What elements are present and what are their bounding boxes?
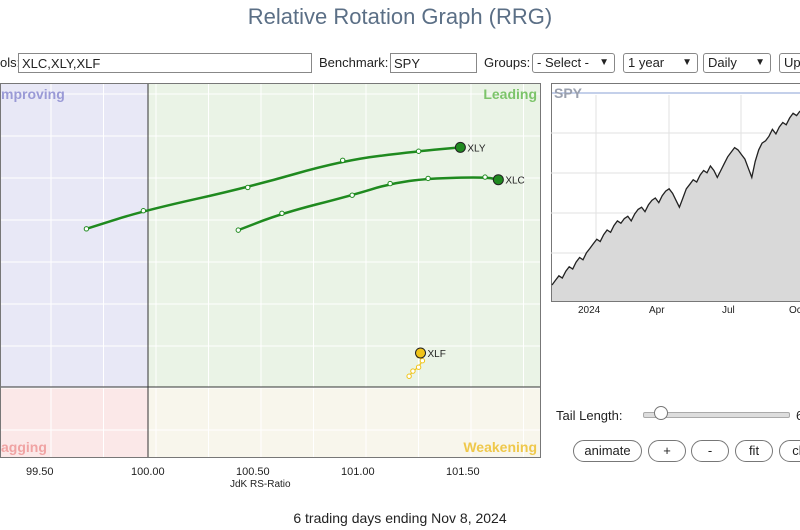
animate-button[interactable]: animate (573, 440, 642, 462)
rrg-plot: XLY XLC XLF (1, 84, 540, 457)
point-head-xlc[interactable] (492, 174, 504, 186)
groups-select[interactable]: - Select - ▼ (532, 53, 615, 73)
point-xly (140, 208, 147, 214)
page-title: Relative Rotation Graph (RRG) (247, 4, 553, 29)
fit-button[interactable]: fit (735, 440, 773, 462)
point-xlf (415, 364, 422, 370)
point-xlf (410, 368, 416, 374)
benchmark-x-tick: 2024 (578, 305, 601, 316)
update-button[interactable]: Up (779, 53, 800, 73)
point-xly (339, 157, 346, 163)
quadrant-label-lagging: agging (1, 439, 47, 455)
benchmark-chart: SPY 2024 Apr Jul Oc (551, 83, 800, 323)
point-xlc (482, 174, 488, 180)
symbols-label: ols: (0, 55, 21, 70)
series-label-xlc: XLC (505, 176, 524, 187)
point-xlc (349, 192, 355, 198)
quadrant-weakening (148, 387, 540, 457)
benchmark-price-line (551, 110, 800, 286)
quadrant-label-weakening: Weakening (463, 439, 537, 455)
point-xlf (419, 358, 426, 364)
benchmark-x-tick: Oc (789, 305, 800, 316)
point-xlc (279, 210, 285, 217)
point-xly (83, 226, 90, 232)
x-tick-label: 101.50 (446, 466, 480, 478)
groups-label: Groups: (484, 55, 531, 70)
quadrant-leading (148, 84, 540, 387)
tails: XLY XLC XLF (83, 141, 525, 379)
quadrant-label-improving: mproving (1, 86, 65, 102)
point-xlc (425, 175, 431, 182)
gridlines (1, 84, 540, 457)
benchmark-plot (551, 83, 800, 302)
clear-button[interactable]: cl (779, 440, 800, 462)
benchmark-symbol-label: SPY (554, 85, 583, 101)
x-tick-label: 100.50 (236, 466, 270, 478)
benchmark-price-area (552, 111, 800, 301)
tail-length-slider[interactable] (643, 412, 790, 418)
benchmark-x-tick: Jul (722, 305, 735, 316)
quadrant-improving (1, 84, 148, 387)
tail-xly (86, 146, 461, 231)
symbols-input[interactable]: XLC,XLY,XLF (18, 53, 312, 73)
period-select-value: 1 year (628, 55, 665, 70)
tail-length-label: Tail Length: (556, 408, 623, 423)
frequency-select[interactable]: Daily ▼ (703, 53, 771, 73)
chevron-down-icon: ▼ (755, 57, 765, 68)
frequency-select-value: Daily (708, 55, 737, 70)
period-select[interactable]: 1 year ▼ (623, 53, 698, 73)
x-axis-label: JdK RS-Ratio (230, 479, 291, 490)
point-xlc (235, 227, 241, 233)
benchmark-input[interactable]: SPY (390, 53, 477, 73)
benchmark-x-tick: Apr (649, 305, 665, 316)
x-tick-label: 99.50 (26, 466, 54, 478)
groups-select-value: - Select - (537, 55, 590, 70)
point-xlc (387, 180, 393, 187)
date-range-caption: 6 trading days ending Nov 8, 2024 (293, 510, 507, 526)
x-tick-label: 101.00 (341, 466, 375, 478)
point-head-xlf[interactable] (415, 347, 427, 359)
chevron-down-icon: ▼ (682, 57, 692, 68)
tail-length-value: 6 (796, 408, 800, 423)
benchmark-label: Benchmark: (319, 55, 389, 70)
series-label-xlf: XLF (428, 349, 446, 360)
chevron-down-icon: ▼ (599, 57, 609, 68)
x-tick-label: 100.00 (131, 466, 165, 478)
point-xly (415, 148, 422, 154)
point-xly (245, 184, 251, 191)
zoom-out-button[interactable]: - (691, 440, 729, 462)
point-head-xly[interactable] (454, 141, 466, 153)
quadrant-label-leading: Leading (483, 86, 537, 102)
point-xlf (406, 373, 412, 379)
rrg-chart: XLY XLC XLF mproving Leading agging Weaken… (0, 83, 541, 458)
series-label-xly: XLY (467, 143, 485, 154)
tail-length-slider-handle[interactable] (654, 406, 668, 420)
zoom-in-button[interactable]: + (648, 440, 686, 462)
quadrant-lagging (1, 387, 148, 457)
